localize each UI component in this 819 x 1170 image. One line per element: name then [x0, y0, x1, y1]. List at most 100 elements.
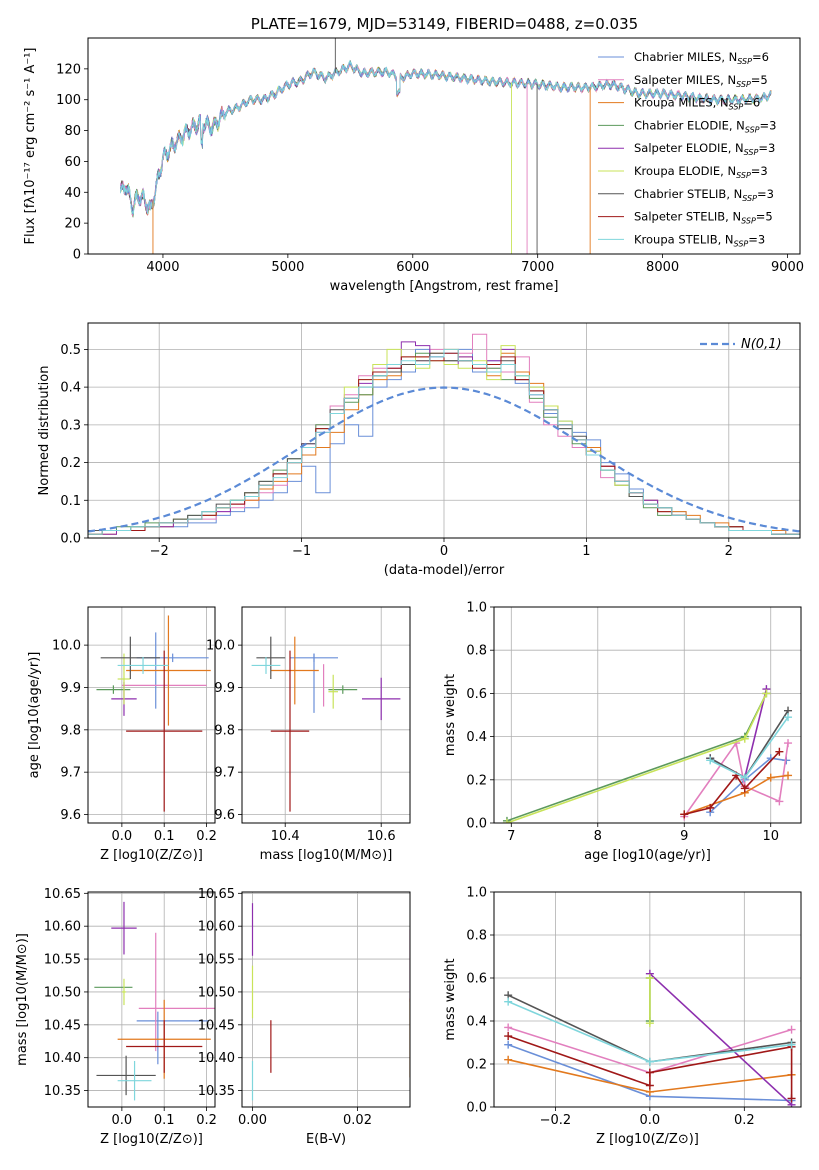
x-tick-label: 0.2: [734, 1113, 755, 1128]
x-tick-label: 0.0: [112, 829, 133, 844]
errorbar-point-kroupa_elodie: [328, 674, 338, 709]
weight-marker: [762, 689, 771, 698]
y-tick-label: 0.8: [466, 644, 487, 659]
y-tick-label: 9.8: [214, 723, 235, 738]
errorbar-point-kroupa_stelib: [117, 656, 169, 674]
y-tick-label: 100: [56, 93, 81, 108]
legend-entry: Kroupa ELODIE, NSSP=3: [598, 164, 768, 180]
y-tick-label: 0.6: [466, 972, 487, 987]
errorbar-point-kroupa_miles: [270, 636, 319, 705]
weight_vs_age-axes: 7 8 9 10 0.0 0.2 0.4 0.6 0.8 1.0: [466, 601, 801, 844]
y-tick-label: 0.4: [466, 1015, 487, 1030]
mass_vs_z-axes: 0.0 0.1 0.2 10.35 10.40 10.45 10.50 10.55 10.60 1…: [44, 887, 217, 1128]
y-tick-label: 10.40: [44, 1051, 81, 1066]
weight_vs_age-y-axis-label: mass weight: [443, 674, 458, 756]
x-tick-label: 0.1: [154, 829, 175, 844]
y-tick-label: 9.6: [60, 808, 81, 823]
legend-entry: Salpeter ELODIE, NSSP=3: [598, 141, 775, 157]
weight-marker: [645, 974, 654, 982]
y-tick-label: 10.0: [206, 639, 235, 654]
y-tick-label: 0.2: [60, 456, 81, 471]
y-tick-label: 0.1: [60, 494, 81, 509]
weight-series-kroupa_stelib: [504, 997, 796, 1066]
y-tick-label: 9.6: [214, 808, 235, 823]
legend-label: Chabrier STELIB, NSSP=3: [634, 187, 774, 203]
weight-series-salpeter_elodie: [645, 969, 796, 1107]
y-tick-label: 40: [64, 186, 81, 201]
y-tick-label: 60: [64, 155, 81, 170]
legend-label: Chabrier MILES, NSSP=6: [634, 50, 769, 66]
weight-marker: [504, 1023, 513, 1032]
y-tick-label: 80: [64, 124, 81, 139]
x-tick-label: 0.00: [238, 1113, 267, 1128]
weight-marker: [645, 1081, 654, 1090]
errorbar-point-salpeter_stelib: [126, 1020, 203, 1073]
legend-label: Kroupa STELIB, NSSP=3: [634, 232, 765, 248]
x-tick-label: −0.2: [540, 1113, 572, 1128]
weight-series-chabrier_elodie: [502, 689, 771, 823]
weight-marker: [706, 803, 715, 812]
weight-marker: [504, 1032, 513, 1041]
y-tick-label: 10.40: [198, 1051, 235, 1066]
x-tick-label: −1: [292, 544, 311, 559]
weight-marker: [787, 1040, 796, 1049]
axes-frame: [87, 322, 801, 539]
weight-marker: [740, 784, 749, 793]
errorbar-point-kroupa_elodie: [121, 978, 127, 1006]
y-tick-label: 120: [56, 62, 81, 77]
weight-marker: [706, 756, 715, 765]
y-tick-label: 9.7: [60, 766, 81, 781]
y-tick-label: 1.0: [466, 886, 487, 901]
axes-frame: [241, 606, 411, 824]
axes-frame: [87, 606, 216, 824]
legend-entry: Chabrier STELIB, NSSP=3: [598, 187, 774, 203]
weight-marker: [645, 1068, 654, 1077]
y-tick-label: 0.4: [466, 730, 487, 745]
errorbar-point-kroupa_stelib: [117, 1060, 152, 1101]
x-tick-label: 7: [507, 829, 515, 844]
y-tick-label: 0.0: [60, 532, 81, 547]
y-tick-label: 9.8: [60, 723, 81, 738]
axes-frame: [87, 891, 216, 1108]
y-tick-label: 10.60: [198, 920, 235, 935]
weight-series-salpeter_stelib: [680, 747, 784, 819]
weight-marker: [775, 797, 784, 806]
x-tick-label: 8: [594, 829, 602, 844]
errorbar-point-kroupa_miles: [126, 615, 211, 726]
x-tick-label: −2: [150, 544, 169, 559]
spectrum-line-kroupa_stelib: [120, 59, 772, 215]
y-tick-label: 10.45: [198, 1018, 235, 1033]
y-tick-label: 9.7: [214, 766, 235, 781]
x-tick-label: 0.1: [154, 1113, 175, 1128]
y-tick-label: 10.45: [44, 1018, 81, 1033]
legend-label: Salpeter STELIB, NSSP=5: [634, 210, 773, 226]
y-tick-label: 10.60: [44, 920, 81, 935]
y-tick-label: 10.35: [198, 1084, 235, 1099]
weight_vs_z-y-axis-label: mass weight: [443, 958, 458, 1040]
weight-marker: [766, 773, 775, 782]
weight-marker: [784, 739, 793, 748]
x-tick-label: 5000: [271, 260, 304, 275]
y-tick-label: 10.0: [52, 639, 81, 654]
y-tick-label: 10.65: [44, 887, 81, 902]
legend-entry: Kroupa MILES, NSSP=6: [598, 96, 760, 112]
age_vs_mass-x-axis-label: mass [log10(M/M⊙)]: [260, 848, 393, 863]
age_vs_z-y-axis-label: age [log10(age/yr)]: [27, 652, 42, 779]
axes-frame: [241, 891, 411, 1108]
x-tick-label: 7000: [521, 260, 554, 275]
x-tick-label: 4000: [146, 260, 179, 275]
legend-entry: Chabrier ELODIE, NSSP=3: [598, 118, 776, 134]
x-tick-label: 0.2: [196, 1113, 217, 1128]
weight_vs_z-axes: −0.2 0.0 0.2 0.0 0.2 0.4 0.6 0.8 1.0: [466, 886, 801, 1128]
x-tick-label: 0: [440, 544, 448, 559]
weight-series-kroupa_elodie: [502, 689, 771, 823]
axes-frame: [493, 606, 802, 824]
mass_vs_ebv-x-axis-label: E(B-V): [306, 1132, 346, 1147]
chart-title: PLATE=1679, MJD=53149, FIBERID=0488, z=0…: [251, 15, 638, 33]
x-tick-label: 9000: [771, 260, 804, 275]
errorbar-point-kroupa_elodie: [117, 653, 131, 705]
legend-label: Kroupa MILES, NSSP=6: [634, 96, 760, 112]
age_vs_z-x-axis-label: Z [log10(Z/Z⊙)]: [100, 848, 203, 863]
age_vs_mass-axes: 10.4 10.6 9.6 9.7 9.8 9.9 10.0: [206, 607, 410, 844]
